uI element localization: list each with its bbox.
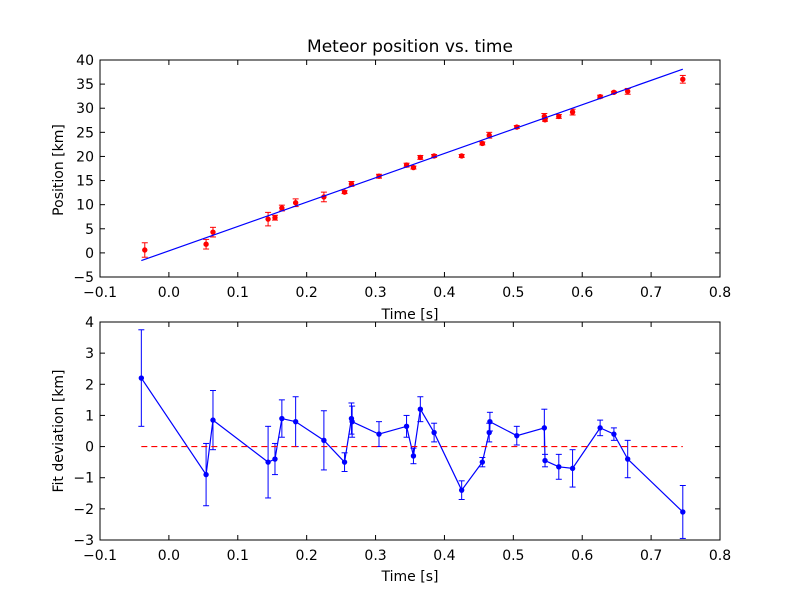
y-tick-label: 25 <box>76 125 94 141</box>
x-tick-label: 0.5 <box>502 548 524 564</box>
data-point <box>569 109 576 115</box>
data-point <box>542 457 548 464</box>
plot-frame <box>99 321 721 541</box>
data-point <box>514 432 520 439</box>
y-tick-label: 0 <box>85 246 94 262</box>
x-axis-label: Time [s] <box>381 307 439 323</box>
y-tick-label: 20 <box>76 149 94 165</box>
data-point <box>417 154 424 161</box>
x-axis-label: Time [s] <box>381 569 439 585</box>
data-point <box>341 459 348 465</box>
y-axis-label: Fit deviation [km] <box>51 369 67 492</box>
y-tick-label: 4 <box>85 315 94 331</box>
x-tick-label: 0.8 <box>709 285 731 301</box>
data-point <box>417 406 424 412</box>
deviation-plot-area: −0.1 0.0 0.1 0.2 0.3 0.4 0.5 0.6 0.7 0.8 −3 −2 −1 0 1 2… <box>73 315 731 564</box>
chart-title: Meteor position vs. time <box>307 37 513 57</box>
y-tick-label: 3 <box>85 346 94 362</box>
data-point <box>279 205 285 211</box>
plot-frame <box>99 59 721 278</box>
fit-line <box>141 68 683 262</box>
x-tick-label: 0.7 <box>640 285 662 301</box>
data-point <box>341 189 348 195</box>
position-plot-area: −0.1 0.0 0.1 0.2 0.3 0.4 0.5 0.6 0.7 0.8 −5 0 5 10 15 2… <box>73 53 731 301</box>
deviation-panel: −0.1 0.0 0.1 0.2 0.3 0.4 0.5 0.6 0.7 0.8 −3 −2 −1 0 1 2… <box>51 315 731 585</box>
data-point <box>680 76 686 82</box>
data-point <box>321 437 327 444</box>
x-tick-label: −0.1 <box>83 285 117 301</box>
data-point <box>292 200 299 206</box>
x-tick-label: −0.1 <box>83 548 117 564</box>
x-tick-label: 0.2 <box>296 285 318 301</box>
data-point <box>680 509 686 515</box>
y-tick-label: 1 <box>85 408 94 424</box>
y-tick-label: 30 <box>76 101 94 117</box>
y-tick-label: 15 <box>76 174 94 190</box>
data-point <box>479 459 486 465</box>
data-point <box>203 471 209 478</box>
data-point <box>292 418 299 425</box>
data-point <box>272 456 278 462</box>
x-tick-label: 0.3 <box>364 285 386 301</box>
x-tick-label: 0.1 <box>227 285 249 301</box>
y-tick-label: −2 <box>73 502 94 518</box>
data-point <box>487 418 493 425</box>
data-point <box>272 214 278 221</box>
y-axis-label: Position [km] <box>51 124 67 216</box>
data-point <box>479 140 486 147</box>
y-tick-label: −5 <box>73 270 94 286</box>
data-point <box>556 113 562 120</box>
x-tick-label: 0.5 <box>502 285 524 301</box>
data-point <box>376 431 382 437</box>
position-panel: Meteor position vs. time −0.1 0.0 0.1 0.2 0.… <box>51 37 731 323</box>
data-point <box>410 164 417 171</box>
y-tick-label: −1 <box>73 471 94 487</box>
data-point <box>349 418 355 425</box>
y-tick-label: 10 <box>76 198 94 214</box>
data-point <box>541 425 548 431</box>
data-point <box>624 456 631 462</box>
data-point <box>210 229 216 235</box>
x-tick-label: 0.4 <box>433 548 455 564</box>
x-tick-label: 0.6 <box>571 548 593 564</box>
y-tick-label: 5 <box>85 222 94 238</box>
data-point <box>556 464 562 470</box>
x-tick-label: 0.1 <box>227 548 249 564</box>
data-point <box>265 459 271 465</box>
data-point <box>403 423 410 430</box>
y-tick-label: −3 <box>73 533 94 549</box>
data-point <box>265 216 271 222</box>
y-tick-label: 40 <box>76 53 94 69</box>
data-point <box>597 425 603 431</box>
data-point <box>431 429 437 436</box>
data-point <box>138 375 145 381</box>
data-point <box>458 487 465 493</box>
data-point <box>611 431 617 437</box>
data-point <box>203 241 209 247</box>
y-tick-label: 2 <box>85 377 94 393</box>
x-tick-label: 0.3 <box>364 548 386 564</box>
data-point <box>279 415 285 422</box>
y-tick-label: 0 <box>85 440 94 456</box>
y-tick-label: 35 <box>76 77 94 93</box>
data-point <box>458 153 465 159</box>
x-tick-label: 0.6 <box>571 285 593 301</box>
data-point <box>210 417 216 423</box>
data-point <box>569 465 576 472</box>
x-tick-label: 0.8 <box>709 548 731 564</box>
x-tick-label: 0.2 <box>296 548 318 564</box>
x-tick-label: 0.0 <box>158 548 180 564</box>
x-tick-label: 0.7 <box>640 548 662 564</box>
data-point <box>410 453 417 459</box>
x-tick-label: 0.0 <box>158 285 180 301</box>
data-point <box>142 247 148 253</box>
x-tick-label: 0.4 <box>433 285 455 301</box>
